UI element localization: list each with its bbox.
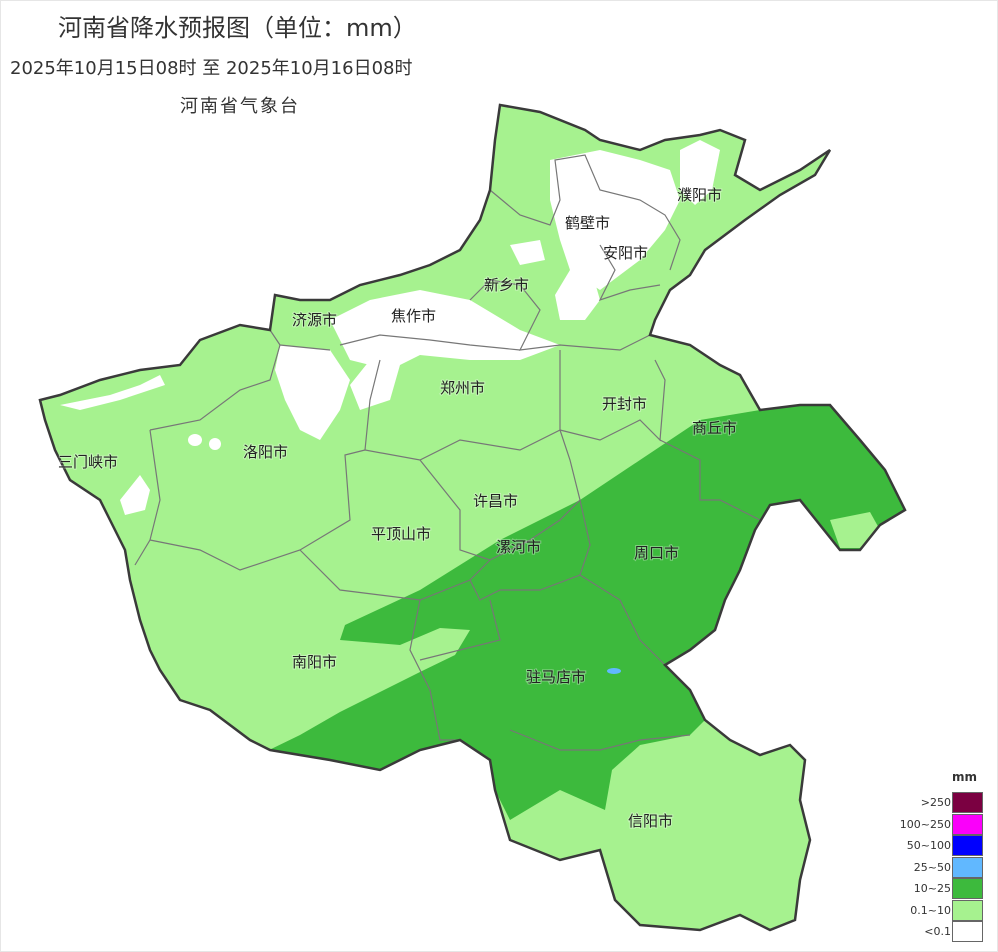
city-label: 漯河市 xyxy=(496,538,541,556)
legend-swatch xyxy=(952,899,983,921)
legend-label: >250 xyxy=(920,796,951,809)
legend-label: 10~25 xyxy=(913,882,951,895)
city-label: 安阳市 xyxy=(603,244,648,262)
city-label: 洛阳市 xyxy=(243,443,288,461)
city-label: 许昌市 xyxy=(473,492,518,510)
map-title: 河南省降水预报图（单位：mm） xyxy=(58,14,417,42)
city-label: 开封市 xyxy=(602,395,647,413)
legend-unit: mm xyxy=(952,770,978,784)
city-label: 焦作市 xyxy=(391,307,436,325)
city-label: 濮阳市 xyxy=(677,186,722,204)
legend-swatch xyxy=(952,921,983,942)
city-label: 三门峡市 xyxy=(58,453,118,471)
legend-swatch xyxy=(952,856,983,878)
legend-item: 25~50 xyxy=(896,856,991,879)
legend-label: 50~100 xyxy=(906,839,951,852)
forecast-period: 2025年10月15日08时 至 2025年10月16日08时 xyxy=(10,58,413,79)
no-rain-areas xyxy=(60,140,720,515)
issuer: 河南省气象台 xyxy=(180,96,300,117)
province-border xyxy=(38,103,907,932)
legend-item: 100~250 xyxy=(896,813,991,836)
moderate-rain-area xyxy=(265,400,905,820)
city-label: 商丘市 xyxy=(692,419,737,437)
legend-item: <0.1 xyxy=(896,921,991,943)
city-label: 周口市 xyxy=(634,544,679,562)
legend-swatch xyxy=(952,878,983,899)
legend-swatch xyxy=(952,792,983,813)
city-label: 平顶山市 xyxy=(371,525,431,543)
legend-item: 10~25 xyxy=(896,878,991,900)
city-label: 南阳市 xyxy=(292,653,337,671)
legend-swatch xyxy=(952,835,983,856)
city-label: 驻马店市 xyxy=(526,668,586,686)
prefecture-boundaries xyxy=(134,154,761,751)
heavy-rain-spot xyxy=(607,668,621,674)
city-label: 济源市 xyxy=(292,311,337,329)
city-label: 鹤壁市 xyxy=(565,214,610,232)
city-label: 信阳市 xyxy=(628,812,673,830)
city-label: 郑州市 xyxy=(440,379,485,397)
legend-label: 25~50 xyxy=(913,860,951,874)
province-light-rain-area xyxy=(40,105,905,930)
legend-item: >250 xyxy=(896,792,991,814)
city-labels: 濮阳市 鹤壁市 安阳市 新乡市 济源市 焦作市 郑州市 开封市 商丘市 三门峡市… xyxy=(57,185,738,831)
legend-swatch xyxy=(952,813,983,835)
legend-label: 100~250 xyxy=(899,817,951,831)
legend-item: 50~100 xyxy=(896,835,991,857)
legend-label: 0.1~10 xyxy=(910,903,951,917)
city-label: 新乡市 xyxy=(484,276,529,294)
legend-item: 0.1~10 xyxy=(896,899,991,922)
legend-label: <0.1 xyxy=(924,925,951,938)
